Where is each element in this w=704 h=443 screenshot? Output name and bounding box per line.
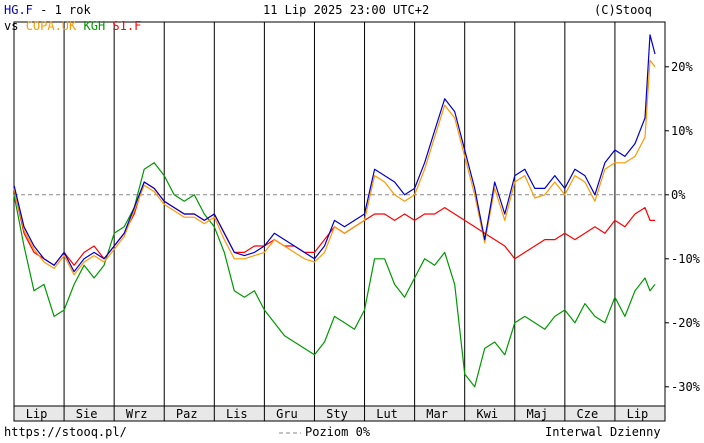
source-link[interactable]: https://stooq.pl/ — [4, 425, 127, 439]
x-tick-label: Sty — [326, 407, 348, 421]
y-tick-label: 0% — [671, 188, 686, 202]
y-tick-label: 20% — [671, 60, 693, 74]
x-tick-label: Maj — [526, 407, 548, 421]
y-tick-label: -10% — [671, 252, 701, 266]
series-line-kgh — [13, 162, 656, 388]
copyright: (C)Stooq — [594, 3, 652, 17]
y-tick-label: -20% — [671, 316, 701, 330]
y-tick-label: 10% — [671, 124, 693, 138]
x-tick-label: Lis — [226, 407, 248, 421]
y-tick-label: -30% — [671, 380, 701, 394]
compare-copa[interactable]: COPA.UK — [25, 19, 77, 33]
compare-kgh[interactable]: KGH — [83, 19, 106, 33]
series-layer — [13, 34, 656, 388]
range-title: - 1 rok — [32, 3, 91, 17]
y-axis-ticks: -30% -20% -10% 0% 10% 20% — [665, 60, 701, 394]
gridlines — [63, 22, 616, 421]
series-line-s1-f — [13, 181, 655, 266]
x-axis-ticks: Lip Sie Wrz Paz Lis Gru Sty Lut Mar Kwi Maj Cze Lip — [26, 407, 649, 421]
legend-level-label: Poziom 0% — [305, 425, 371, 439]
x-tick-label: Lut — [376, 407, 398, 421]
series-line-hg-f — [13, 34, 656, 273]
x-tick-label: Lip — [627, 407, 649, 421]
chart-date: 11 Lip 2025 23:00 UTC+2 — [263, 3, 430, 17]
compare-s1f[interactable]: S1.F — [112, 19, 142, 33]
x-tick-label: Lip — [26, 407, 48, 421]
x-tick-label: Wrz — [126, 407, 148, 421]
x-tick-label: Sie — [76, 407, 98, 421]
interval-label: Interwal Dzienny — [545, 425, 661, 439]
vs-label: vs — [4, 19, 19, 33]
x-tick-label: Gru — [276, 407, 298, 421]
series-line-copa-uk — [13, 59, 656, 276]
x-tick-label: Cze — [577, 407, 599, 421]
x-axis-band — [13, 405, 666, 422]
x-tick-label: Paz — [176, 407, 198, 421]
x-tick-label: Mar — [426, 407, 448, 421]
symbol-title: HG.F — [4, 3, 33, 17]
x-tick-label: Kwi — [476, 407, 498, 421]
plot-area-frame — [13, 21, 666, 407]
